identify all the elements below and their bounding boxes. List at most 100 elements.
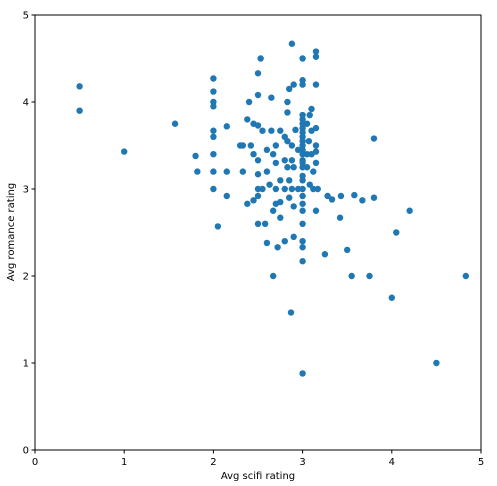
scatter-point bbox=[290, 164, 297, 171]
plot-frame bbox=[34, 14, 482, 451]
y-tick-label: 5 bbox=[23, 11, 29, 22]
scatter-point bbox=[272, 159, 280, 167]
scatter-point bbox=[290, 233, 297, 241]
scatter-point bbox=[284, 98, 291, 106]
scatter-point bbox=[250, 151, 257, 158]
scatter-point bbox=[306, 111, 313, 119]
scatter-point bbox=[299, 55, 306, 62]
scatter-point bbox=[263, 146, 271, 154]
scatter-point bbox=[254, 122, 262, 129]
scatter-point bbox=[214, 223, 222, 230]
scatter-point bbox=[288, 157, 296, 164]
scatter-point bbox=[286, 194, 293, 201]
scatter-point bbox=[303, 120, 311, 127]
scatter-point bbox=[268, 94, 275, 101]
x-tick-label: 0 bbox=[32, 457, 38, 468]
scatter-point bbox=[388, 294, 395, 301]
scatter-point bbox=[299, 192, 306, 200]
scatter-point bbox=[366, 272, 373, 280]
scatter-point bbox=[312, 124, 320, 132]
scatter-point bbox=[254, 171, 262, 178]
scatter-point bbox=[76, 83, 83, 90]
scatter-point bbox=[244, 116, 251, 123]
y-tick-label: 4 bbox=[23, 98, 29, 109]
scatter-point bbox=[210, 151, 217, 158]
scatter-point bbox=[277, 127, 284, 134]
x-tick-label: 5 bbox=[478, 457, 484, 468]
scatter-point bbox=[299, 244, 306, 251]
scatter-point bbox=[223, 168, 230, 175]
scatter-point bbox=[344, 246, 351, 254]
scatter-point bbox=[406, 207, 413, 214]
scatter-point bbox=[210, 185, 217, 193]
scatter-point bbox=[299, 164, 306, 171]
x-tick-label: 3 bbox=[299, 457, 305, 468]
scatter-point bbox=[171, 120, 179, 127]
scatter-point bbox=[288, 40, 296, 47]
scatter-point bbox=[245, 98, 253, 106]
x-tick-label: 1 bbox=[121, 457, 127, 468]
x-axis-ticks: 0 1 2 3 4 5 bbox=[32, 450, 484, 468]
scatter-point bbox=[299, 220, 306, 227]
scatter-point bbox=[299, 200, 306, 207]
scatter-point bbox=[287, 309, 295, 316]
scatter-point bbox=[336, 214, 344, 221]
scatter-point bbox=[210, 127, 217, 134]
scatter-point bbox=[254, 192, 262, 200]
scatter-point bbox=[328, 196, 336, 203]
scatter-point bbox=[294, 146, 302, 154]
scatter-point bbox=[247, 142, 255, 149]
scatter-point bbox=[299, 207, 306, 214]
y-axis-ticks: 0 1 2 3 4 5 bbox=[23, 11, 35, 457]
scatter-point bbox=[272, 142, 280, 149]
scatter-point bbox=[306, 181, 313, 188]
scatter-point bbox=[254, 185, 262, 193]
scatter-point bbox=[299, 238, 306, 245]
scatter-point bbox=[337, 192, 345, 200]
scatter-point bbox=[288, 185, 296, 193]
scatter-point bbox=[277, 214, 284, 221]
scatter-point bbox=[393, 229, 400, 236]
scatter-point bbox=[277, 198, 284, 206]
scatter-point bbox=[266, 181, 273, 188]
scatter-point bbox=[244, 200, 251, 207]
scatter-point bbox=[359, 197, 366, 204]
scatter-point bbox=[288, 142, 296, 149]
scatter-point bbox=[312, 148, 320, 155]
scatter-point bbox=[462, 272, 470, 280]
scatter-point bbox=[281, 185, 288, 193]
scatter-point bbox=[348, 272, 355, 280]
scatter-point bbox=[284, 164, 291, 171]
scatter-point bbox=[210, 103, 217, 110]
scatter-point bbox=[274, 244, 281, 251]
scatter-point bbox=[210, 168, 217, 175]
scatter-point bbox=[254, 157, 262, 164]
y-tick-label: 3 bbox=[23, 185, 29, 196]
scatter-point bbox=[314, 185, 321, 193]
scatter-point bbox=[299, 258, 306, 265]
scatter-point bbox=[324, 192, 331, 200]
scatter-point bbox=[370, 194, 378, 201]
scatter-point bbox=[351, 191, 358, 199]
scatter-point bbox=[268, 127, 275, 134]
scatter-point bbox=[305, 137, 313, 145]
scatter-point bbox=[290, 203, 297, 210]
scatter-point bbox=[312, 142, 320, 149]
scatter-point bbox=[210, 75, 217, 82]
scatter-point bbox=[269, 207, 277, 214]
scatter-point bbox=[299, 177, 306, 184]
scatter-point bbox=[254, 220, 262, 227]
scatter-point bbox=[239, 142, 247, 149]
scatter-point bbox=[263, 239, 271, 247]
scatter-point bbox=[254, 91, 262, 99]
scatter-point bbox=[261, 220, 269, 227]
scatter-point bbox=[239, 168, 247, 175]
x-tick-label: 2 bbox=[210, 457, 216, 468]
y-tick-label: 2 bbox=[23, 272, 29, 283]
scatter-point bbox=[210, 133, 217, 140]
scatter-point bbox=[263, 168, 271, 175]
scatter-point bbox=[321, 251, 329, 258]
scatter-point bbox=[284, 109, 291, 116]
